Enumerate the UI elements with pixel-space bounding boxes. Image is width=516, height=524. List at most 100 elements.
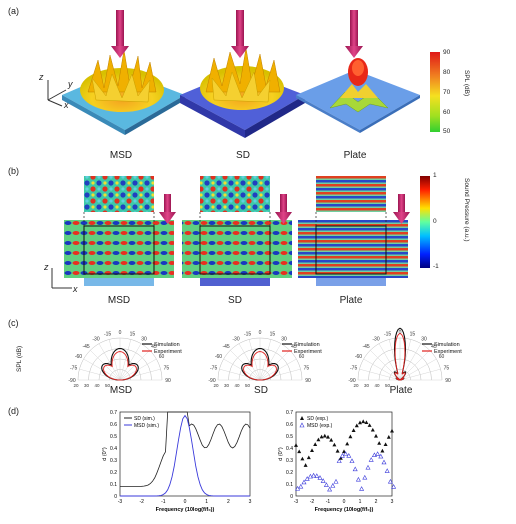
msd-exp-point (368, 457, 374, 462)
msd-exp-point (317, 475, 323, 480)
polar-radial-tick: 40 (94, 383, 100, 388)
msd-exp-point (381, 459, 387, 465)
sd-exp-point (380, 448, 385, 453)
pressure-tick-1: 1 (433, 172, 437, 179)
polar-angle-tick: -75 (350, 366, 357, 372)
y-tick-label: 0.6 (110, 422, 117, 428)
msd-exp-point (314, 473, 320, 478)
msd-exp-point (387, 478, 393, 484)
polar-angle-tick: -30 (92, 336, 99, 342)
polar-radial-tick: 30 (224, 383, 230, 388)
polar-angle-tick: -30 (372, 336, 379, 342)
sd-exp-point (354, 423, 359, 428)
x-tick-label: -2 (139, 499, 144, 505)
polar-angle-tick: -15 (244, 332, 251, 338)
polar-spoke (230, 350, 261, 381)
simulation-curve (241, 347, 279, 381)
sd-exp-point (303, 463, 308, 467)
polar-angle-tick: 0 (259, 330, 262, 336)
arrow-icon (111, 10, 363, 58)
msd-field-inset (84, 176, 154, 212)
msd-exp-point (298, 483, 304, 489)
x-tick-label: -2 (310, 499, 315, 505)
panel-b-label: (b) (8, 166, 19, 176)
axis-z-label: z (39, 72, 44, 82)
y-tick-label: 0.3 (110, 458, 117, 464)
msd-exp-point (375, 451, 381, 456)
polar-spoke (259, 339, 272, 381)
sd-exp-point (297, 449, 302, 454)
polar-angle-tick: -15 (104, 332, 111, 338)
polar-angle-tick: 30 (281, 336, 287, 342)
polar-spoke (90, 350, 121, 381)
x-axis-label: Frequency (10log(f/f₀)) (315, 507, 374, 513)
pressure-tick-0: 0 (433, 218, 437, 225)
polar-angle-tick: 45 (431, 344, 437, 350)
spl-colorbar-title: SPL (dB) (463, 70, 470, 97)
y-tick-label: 0.5 (286, 434, 293, 440)
sd-slab (200, 278, 270, 286)
sd-exp-point (329, 437, 334, 442)
experiment-curve (394, 332, 406, 381)
sd-exp-point (348, 434, 353, 439)
legend-sd-exp-swatch (300, 416, 304, 420)
caption-b-msd: MSD (107, 295, 131, 306)
pressure-tick-neg1: -1 (433, 263, 439, 270)
y-tick-label: 0.1 (286, 482, 293, 488)
x-tick-label: 3 (391, 499, 394, 505)
plate-directivity-surface (329, 58, 389, 113)
plate-field (298, 220, 408, 278)
msd-exp-point (320, 478, 326, 483)
sd-field-inset (200, 176, 270, 212)
caption-a-sd: SD (236, 150, 250, 161)
msd-exp-point (343, 451, 349, 456)
polar-angle-tick: -90 (68, 378, 75, 384)
polar-angle-tick: -15 (384, 332, 391, 338)
polar-angle-tick: 45 (291, 344, 297, 350)
msd-exp-point (311, 472, 317, 478)
legend-experiment-label: Experiment (434, 349, 462, 355)
plate-field-inset (316, 176, 386, 212)
legend-msd-exp-swatch (299, 422, 305, 428)
polar-angle-tick: 90 (445, 378, 451, 384)
polar-radial-tick: 20 (353, 383, 359, 388)
polar-spoke (219, 368, 261, 381)
sd-exp-point (386, 435, 391, 439)
x-tick-label: -1 (161, 499, 166, 505)
x-tick-label: 2 (227, 499, 230, 505)
spl-tick-80: 80 (443, 69, 451, 76)
y-axis-label: d (0°) (102, 447, 108, 461)
sd-exp-point (316, 437, 321, 442)
msd-slab (84, 278, 154, 286)
y-tick-label: 0.3 (286, 458, 293, 464)
polar-angle-tick: 30 (421, 336, 427, 342)
legend-simulation-label: Simulation (154, 342, 180, 348)
polar-radial-tick: 50 (105, 383, 111, 388)
polar-spoke (259, 343, 282, 381)
polar-angle-tick: -45 (82, 344, 89, 350)
arrow-icon (159, 194, 410, 224)
polar-angle-tick: -30 (232, 336, 239, 342)
polar-radial-tick: 40 (234, 383, 240, 388)
polar-spoke (259, 350, 290, 381)
sd-exp-point (383, 442, 388, 447)
sd-exp-point (310, 448, 314, 453)
polar-angle-tick: -45 (362, 344, 369, 350)
polar-angle-tick: 15 (410, 332, 416, 338)
legend-simulation-label: Simulation (294, 342, 320, 348)
polar-radial-tick: 50 (385, 383, 391, 388)
polar-spoke (399, 358, 437, 381)
msd-exp-point (391, 484, 397, 489)
polar-angle-tick: -60 (75, 354, 82, 360)
polar-angle-tick: 30 (141, 336, 147, 342)
msd-exp-point (355, 476, 361, 482)
msd-exp-point (304, 476, 310, 481)
polar-angle-tick: -45 (222, 344, 229, 350)
pressure-colorbar-title: Sound Pressure (a.u.) (463, 178, 470, 242)
x-tick-label: 0 (184, 499, 187, 505)
polar-angle-tick: 0 (119, 330, 122, 336)
axis-x-label-b: x (73, 284, 78, 294)
experiment-curve (243, 351, 277, 381)
polar-radial-tick: 30 (364, 383, 370, 388)
